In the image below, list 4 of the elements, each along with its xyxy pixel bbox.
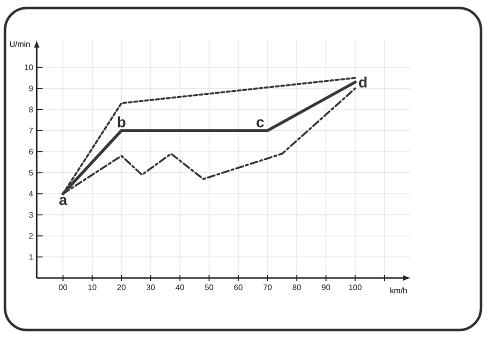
annotation: a [59, 196, 68, 206]
annotation: b [118, 116, 126, 128]
annotation: d [358, 76, 367, 88]
annotation: c [256, 119, 264, 128]
